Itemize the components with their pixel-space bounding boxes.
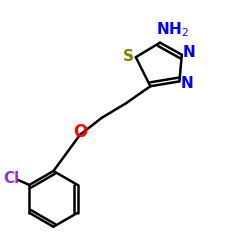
Text: O: O — [74, 123, 88, 141]
Text: N: N — [180, 76, 193, 91]
Text: Cl: Cl — [4, 172, 20, 186]
Text: NH$_2$: NH$_2$ — [156, 20, 189, 39]
Text: S: S — [122, 49, 134, 64]
Text: N: N — [183, 45, 196, 60]
